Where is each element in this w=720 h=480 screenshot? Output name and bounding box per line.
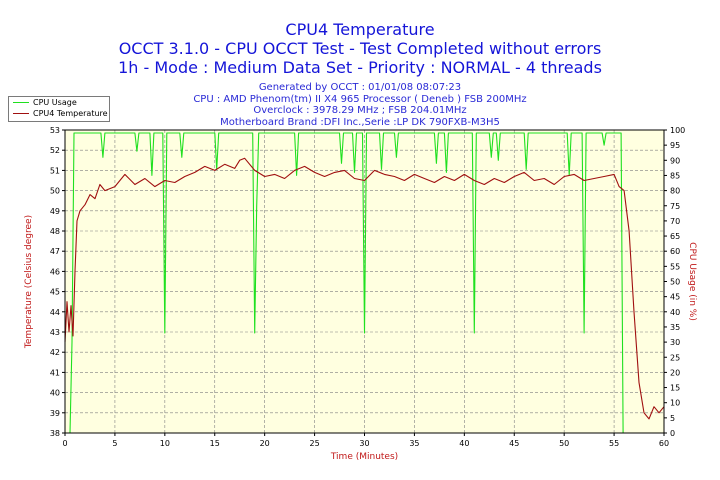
series-line-cpu-usage (65, 132, 664, 434)
y2-tick-label: 100 (670, 126, 685, 135)
y2-tick-label: 85 (670, 171, 680, 180)
y2-axis-label: CPU Usage (in %) (687, 242, 697, 321)
y2-tick-label: 35 (670, 323, 680, 332)
info-overclock: Overclock : 3978.29 MHz ; FSB 204.01MHz (253, 105, 467, 116)
info-generated: Generated by OCCT : 01/01/08 08:07:23 (258, 82, 462, 93)
y-axis-label: Temperature (Celsius degree) (24, 215, 34, 349)
y-tick-label: 42 (50, 348, 60, 357)
legend-swatch-cpu-temp (13, 113, 29, 114)
legend-label-cpu-temp: CPU4 Temperature (33, 109, 108, 118)
legend-label-cpu-usage: CPU Usage (33, 98, 77, 107)
y-tick-label: 45 (50, 288, 60, 297)
y2-tick-label: 0 (670, 429, 675, 438)
y2-tick-label: 70 (670, 217, 680, 226)
y2-tick-label: 50 (670, 278, 680, 287)
y2-tick-label: 60 (670, 247, 680, 256)
y2-tick-label: 80 (670, 187, 680, 196)
y2-tick-label: 20 (670, 368, 680, 377)
info-motherboard: Motherboard Brand :DFI Inc.,Serie :LP DK… (220, 116, 500, 128)
y2-tick-label: 75 (670, 202, 680, 211)
y-tick-label: 44 (50, 308, 60, 317)
y-tick-label: 51 (50, 166, 60, 175)
system-info: Generated by OCCT : 01/01/08 08:07:23 CP… (0, 82, 720, 128)
x-tick-label: 45 (509, 439, 519, 448)
y-tick-label: 39 (50, 409, 60, 418)
y-tick-label: 41 (50, 368, 60, 377)
info-cpu: CPU : AMD Phenom(tm) II X4 965 Processor… (193, 93, 527, 105)
x-tick-label: 35 (409, 439, 419, 448)
y-tick-label: 52 (50, 146, 60, 155)
y-tick-label: 43 (50, 328, 60, 337)
chart-legend: CPU Usage CPU4 Temperature (8, 96, 110, 122)
y2-tick-label: 45 (670, 293, 680, 302)
y2-tick-label: 40 (670, 308, 680, 317)
y2-tick-label: 95 (670, 141, 680, 150)
y-tick-label: 48 (50, 227, 60, 236)
y2-tick-label: 55 (670, 262, 680, 271)
x-tick-label: 30 (359, 439, 369, 448)
y-tick-label: 46 (50, 267, 60, 276)
chart-title: CPU4 Temperature (285, 20, 435, 39)
y2-tick-label: 25 (670, 353, 680, 362)
y2-tick-label: 5 (670, 414, 675, 423)
x-tick-label: 40 (459, 439, 469, 448)
y-tick-label: 50 (50, 187, 60, 196)
x-tick-label: 10 (160, 439, 170, 448)
x-tick-label: 50 (559, 439, 569, 448)
legend-item-cpu-usage: CPU Usage (9, 97, 109, 108)
x-axis-label: Time (Minutes) (330, 452, 398, 462)
y2-tick-label: 10 (670, 399, 680, 408)
y2-tick-label: 30 (670, 338, 680, 347)
series-line-cpu-temperature (64, 157, 665, 420)
y2-tick-label: 65 (670, 232, 680, 241)
y-tick-label: 49 (50, 207, 60, 216)
x-tick-label: 15 (210, 439, 220, 448)
x-tick-label: 55 (609, 439, 619, 448)
x-tick-label: 0 (62, 439, 67, 448)
x-tick-label: 20 (260, 439, 270, 448)
legend-item-cpu-temp: CPU4 Temperature (9, 108, 109, 119)
y2-tick-label: 15 (670, 384, 680, 393)
y-tick-label: 53 (50, 126, 60, 135)
chart-titles: CPU4 Temperature OCCT 3.1.0 - CPU OCCT T… (0, 20, 720, 77)
chart-subtitle: OCCT 3.1.0 - CPU OCCT Test - Test Comple… (118, 39, 602, 58)
y-tick-label: 40 (50, 389, 60, 398)
x-tick-label: 25 (309, 439, 319, 448)
x-tick-label: 5 (112, 439, 117, 448)
y-tick-label: 38 (50, 429, 60, 438)
y2-tick-label: 90 (670, 156, 680, 165)
y-tick-label: 47 (50, 247, 60, 256)
x-tick-label: 60 (659, 439, 669, 448)
legend-swatch-cpu-usage (13, 102, 29, 103)
chart-subtitle-2: 1h - Mode : Medium Data Set - Priority :… (118, 58, 602, 77)
